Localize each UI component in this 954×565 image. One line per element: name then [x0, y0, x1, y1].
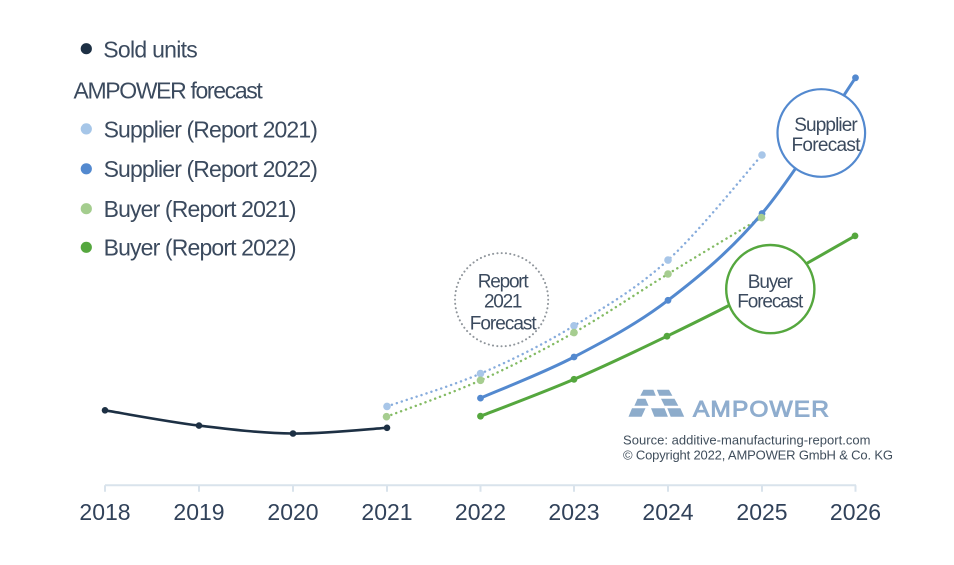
svg-text:2025: 2025: [736, 499, 787, 525]
svg-text:2024: 2024: [642, 499, 693, 525]
svg-text:Forecast: Forecast: [470, 314, 538, 335]
svg-text:Buyer: Buyer: [748, 272, 794, 293]
svg-text:2026: 2026: [830, 499, 881, 525]
svg-text:Report: Report: [478, 271, 530, 292]
svg-text:2021: 2021: [361, 499, 412, 525]
svg-text:Buyer (Report 2022): Buyer (Report 2022): [104, 235, 297, 261]
svg-text:2020: 2020: [267, 499, 318, 525]
svg-text:Supplier (Report 2022): Supplier (Report 2022): [104, 156, 318, 182]
svg-text:2018: 2018: [79, 499, 130, 525]
svg-text:2021: 2021: [484, 292, 523, 313]
svg-text:Forecast: Forecast: [792, 135, 862, 156]
svg-text:Forecast: Forecast: [737, 291, 804, 312]
svg-text:Sold units: Sold units: [103, 37, 198, 63]
svg-text:2022: 2022: [455, 499, 506, 525]
svg-text:AMPOWER: AMPOWER: [693, 397, 830, 422]
svg-text:2019: 2019: [173, 499, 224, 525]
svg-text:Supplier (Report 2021): Supplier (Report 2021): [104, 117, 318, 143]
svg-text:Buyer (Report 2021): Buyer (Report 2021): [104, 196, 297, 222]
svg-text:Source: additive-manufacturing: Source: additive-manufacturing-report.co…: [623, 433, 871, 448]
svg-text:AMPOWER forecast: AMPOWER forecast: [74, 78, 264, 104]
svg-text:2023: 2023: [548, 499, 599, 525]
svg-text:© Copyright 2022, AMPOWER GmbH: © Copyright 2022, AMPOWER GmbH & Co. KG: [623, 448, 893, 463]
svg-text:Supplier: Supplier: [794, 115, 858, 136]
